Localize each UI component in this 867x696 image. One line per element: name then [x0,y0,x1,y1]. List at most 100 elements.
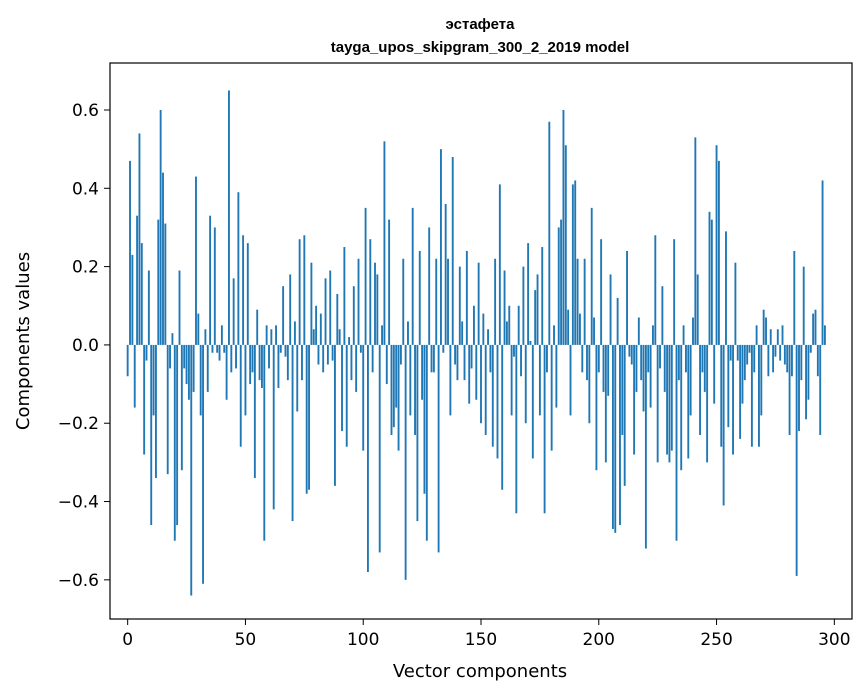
bar [465,250,468,345]
bar [293,321,296,345]
bar [654,235,657,345]
bar [699,344,701,435]
bar [242,235,245,345]
bar [470,344,473,369]
bar [456,344,459,381]
bar [397,344,400,451]
bar [694,137,697,345]
y-axis-ticks: −0.6 −0.4 −0.2 0.0 0.2 0.4 0.6 [58,101,110,591]
bar [239,344,242,447]
bar [195,176,197,345]
bar [418,250,421,345]
bar [341,344,343,432]
bar [597,344,600,373]
bar [595,344,598,471]
bar [282,286,285,345]
bar [720,344,723,447]
bar [821,180,824,345]
bar [814,309,817,345]
bar [310,262,313,345]
bar [371,344,374,373]
bar [536,274,539,345]
bar [216,344,219,353]
bar [527,243,530,345]
bar [548,121,551,345]
bar [748,344,751,353]
bar [635,344,638,392]
bar [727,344,730,428]
bar [324,278,327,345]
bar [451,156,454,345]
bar [760,344,763,416]
bar [157,219,160,345]
bar [619,344,621,526]
bar [725,231,727,345]
bar [666,344,669,455]
bar [482,313,485,345]
bar [228,90,230,345]
bar [291,344,294,522]
bar [586,344,588,381]
bar [305,344,308,494]
bar [783,344,786,365]
bar [374,262,376,345]
bar [303,235,306,345]
bar [630,344,633,365]
bar [355,344,358,392]
bar [746,344,749,365]
bar [173,344,176,541]
bar [395,344,398,408]
bar [164,223,167,345]
bar [656,344,659,463]
bar [329,270,332,345]
bar [178,270,181,345]
x-tick-label: 200 [583,630,615,650]
bar [564,145,567,345]
bar [392,344,395,428]
bar [583,258,586,345]
bar [680,344,683,471]
bar [260,344,263,388]
bar [661,286,664,345]
bar [432,344,435,373]
bar [798,344,800,432]
bar [588,344,591,424]
bar [334,344,336,486]
y-tick-label: −0.2 [58,414,99,434]
bar [407,321,409,345]
y-tick-label: 0.2 [72,258,99,278]
bar [421,344,424,400]
bar [484,344,487,435]
bar [640,344,643,381]
bar [546,344,548,373]
bar [223,344,226,353]
bar [206,344,209,392]
bar [581,344,584,373]
bar [284,344,287,357]
bar [444,203,447,345]
bar [364,207,367,345]
bar [515,344,518,514]
bar [557,227,560,345]
bar [593,317,595,345]
bars-group [126,90,826,596]
bar [388,219,391,345]
bar [350,344,353,381]
bar [609,274,612,345]
bar [623,344,626,486]
bar [477,262,480,345]
bar [480,344,482,424]
bar [129,160,131,345]
bar [750,344,753,447]
bar [275,325,277,345]
bar [249,344,252,385]
bar [322,344,325,373]
bar [689,344,692,416]
bar [213,227,216,345]
bar [289,274,292,345]
x-tick-label: 50 [235,630,257,650]
bar [147,270,150,345]
bar [781,325,784,345]
bar [440,149,442,345]
